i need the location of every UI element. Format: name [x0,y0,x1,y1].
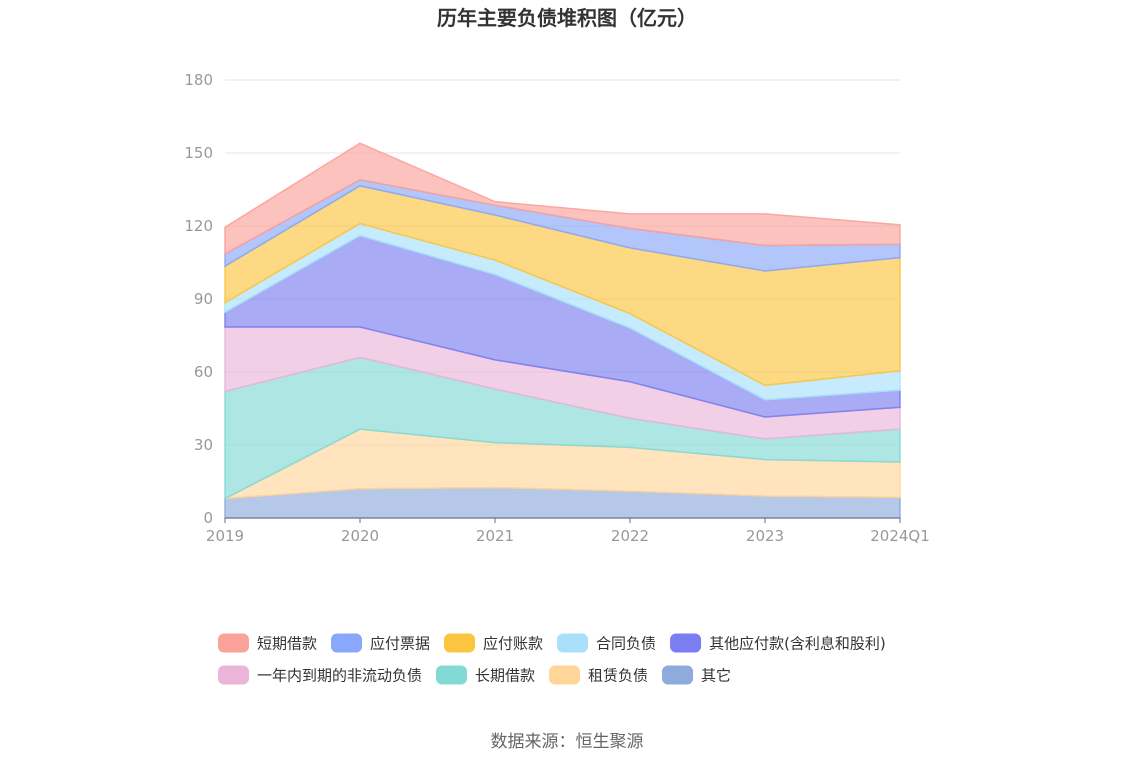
legend-label[interactable]: 其它 [701,667,731,685]
legend-swatch[interactable] [436,665,468,685]
y-tick-label: 150 [184,144,213,162]
x-tick-label: 2021 [476,527,514,545]
legend-label[interactable]: 应付票据 [370,635,430,653]
legend-label[interactable]: 一年内到期的非流动负债 [257,667,422,685]
legend-label[interactable]: 合同负债 [596,635,656,653]
legend: 短期借款 应付票据 应付账款 合同负债 其他应付款(含利息和股利) 一年内到期的非流动负债… [218,633,886,685]
legend-swatch[interactable] [670,633,702,653]
legend-swatch[interactable] [662,665,694,685]
chart-title: 历年主要负债堆积图（亿元） [437,6,697,30]
legend-label[interactable]: 租赁负债 [588,667,648,685]
area-series-8 [224,142,901,256]
legend-swatch[interactable] [444,633,476,653]
x-tick-label: 2024Q1 [870,527,930,545]
y-tick-label: 120 [184,217,213,235]
x-tick-label: 2023 [746,527,784,545]
legend-swatch[interactable] [331,633,363,653]
legend-swatch[interactable] [549,665,581,685]
legend-swatch[interactable] [218,633,249,653]
x-tick-label: 2019 [206,527,244,545]
axes: 0 30 60 90 120 150 180 2019 2020 2021 2022 2023 2024… [184,71,929,545]
y-tick-label: 0 [203,509,213,527]
legend-label[interactable]: 短期借款 [257,635,317,653]
legend-label[interactable]: 长期借款 [475,667,535,685]
area-series [224,142,901,519]
legend-swatch[interactable] [557,633,589,653]
y-tick-label: 30 [194,436,213,454]
data-source-label: 数据来源：恒生聚源 [491,732,644,752]
x-tick-label: 2022 [611,527,649,545]
y-tick-label: 60 [194,363,213,381]
legend-swatch[interactable] [218,665,249,685]
x-tick-label: 2020 [341,527,379,545]
y-tick-label: 180 [184,71,213,89]
legend-label[interactable]: 应付账款 [483,635,543,653]
y-tick-label: 90 [194,290,213,308]
legend-label[interactable]: 其他应付款(含利息和股利) [709,635,886,653]
